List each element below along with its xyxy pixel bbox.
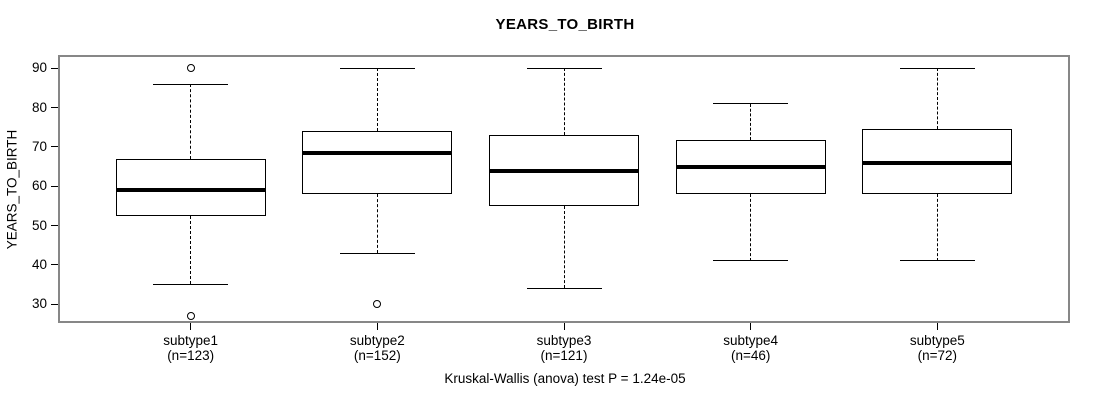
category-name: subtype2 (349, 333, 405, 348)
y-axis-tick (51, 225, 58, 227)
outlier-point (373, 300, 382, 309)
lower-whisker-cap (153, 283, 229, 285)
upper-whisker-line (563, 68, 565, 136)
y-tick-label: 60 (31, 178, 47, 194)
y-tick-label: 30 (31, 296, 47, 312)
y-tick-label: 80 (31, 99, 47, 115)
outlier-point (186, 64, 195, 73)
x-axis-tick (750, 323, 752, 330)
stat-test-caption: Kruskal-Wallis (anova) test P = 1.24e-05 (444, 371, 686, 386)
category-count: (n=46) (730, 348, 771, 363)
chart-title: YEARS_TO_BIRTH (495, 16, 635, 33)
y-tick-label: 90 (31, 60, 47, 76)
category-count: (n=152) (353, 348, 401, 363)
y-axis-tick (51, 107, 58, 109)
median-line (862, 160, 1013, 165)
y-axis-tick (51, 67, 58, 69)
lower-whisker-line (376, 194, 378, 254)
median-line (115, 188, 266, 193)
category-count: (n=72) (917, 348, 958, 363)
lower-whisker-line (563, 205, 565, 289)
x-axis-tick (376, 323, 378, 330)
lower-whisker-line (750, 194, 752, 261)
x-tick-label: subtype5 (n=72) (847, 333, 1027, 363)
plot-area: 30 40 50 60 70 80 90 subtype1 (n=123) subtype2 (n=… (32, 55, 1070, 363)
x-axis-tick (190, 323, 192, 330)
y-tick-label: 50 (31, 217, 47, 233)
upper-whisker-cap (153, 83, 229, 85)
median-line (302, 150, 453, 155)
category-name: subtype4 (723, 333, 779, 348)
upper-whisker-line (936, 68, 938, 130)
x-tick-label: subtype1 (n=123) (101, 333, 281, 363)
category-name: subtype1 (163, 333, 219, 348)
lower-whisker-cap (713, 260, 789, 262)
lower-whisker-cap (899, 260, 975, 262)
category-name: subtype5 (909, 333, 965, 348)
x-tick-label: subtype3 (n=121) (474, 333, 654, 363)
outlier-point (186, 311, 195, 320)
x-tick-label: subtype2 (n=152) (287, 333, 467, 363)
y-tick-label: 40 (31, 256, 47, 272)
iqr-box (302, 131, 453, 195)
upper-whisker-cap (899, 67, 975, 69)
median-line (489, 168, 639, 173)
x-axis-tick (936, 323, 938, 330)
x-axis-tick (563, 323, 565, 330)
lower-whisker-line (190, 215, 192, 285)
category-count: (n=121) (540, 348, 588, 363)
upper-whisker-line (376, 68, 378, 132)
upper-whisker-cap (526, 67, 602, 69)
y-axis-tick (51, 185, 58, 187)
upper-whisker-cap (713, 103, 789, 105)
upper-whisker-line (750, 103, 752, 141)
x-tick-label: subtype4 (n=46) (661, 333, 841, 363)
y-axis-tick (51, 146, 58, 148)
median-line (675, 164, 826, 169)
upper-whisker-line (190, 84, 192, 159)
category-count: (n=123) (167, 348, 215, 363)
iqr-box (115, 158, 266, 216)
category-name: subtype3 (536, 333, 592, 348)
y-axis-tick (51, 303, 58, 305)
y-axis-tick (51, 264, 58, 266)
y-tick-label: 70 (31, 138, 47, 154)
lower-whisker-line (936, 194, 938, 261)
lower-whisker-cap (526, 287, 602, 289)
upper-whisker-cap (339, 67, 415, 69)
lower-whisker-cap (339, 252, 415, 254)
